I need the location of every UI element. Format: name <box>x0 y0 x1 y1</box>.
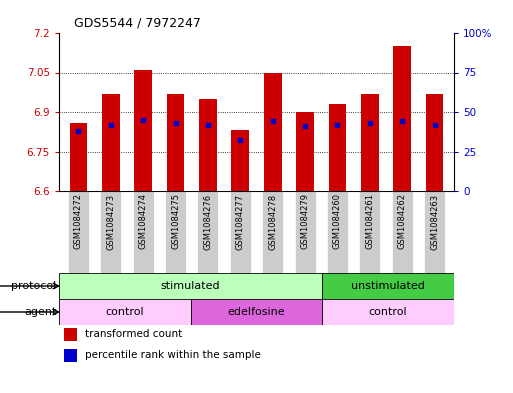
Bar <box>264 72 282 191</box>
Bar <box>102 94 120 191</box>
Text: stimulated: stimulated <box>161 281 221 291</box>
Bar <box>322 299 454 325</box>
Bar <box>70 123 87 191</box>
Bar <box>296 112 314 191</box>
Text: GSM1084260: GSM1084260 <box>333 193 342 250</box>
Bar <box>294 191 315 273</box>
Text: protocol: protocol <box>11 281 56 291</box>
Text: GDS5544 / 7972247: GDS5544 / 7972247 <box>74 16 201 29</box>
Bar <box>328 104 346 191</box>
Text: GSM1084275: GSM1084275 <box>171 193 180 250</box>
Bar <box>361 94 379 191</box>
Bar <box>230 191 251 273</box>
Text: GSM1084273: GSM1084273 <box>106 193 115 250</box>
Bar <box>59 299 191 325</box>
Text: unstimulated: unstimulated <box>351 281 425 291</box>
Bar <box>393 46 411 191</box>
Text: GSM1084261: GSM1084261 <box>365 193 374 250</box>
Text: GSM1084263: GSM1084263 <box>430 193 439 250</box>
Text: GSM1084272: GSM1084272 <box>74 193 83 250</box>
Text: percentile rank within the sample: percentile rank within the sample <box>85 350 261 360</box>
Bar <box>68 191 89 273</box>
Bar <box>133 191 154 273</box>
Bar <box>262 191 283 273</box>
Text: transformed count: transformed count <box>85 329 182 339</box>
Bar <box>64 349 77 362</box>
Text: GSM1084277: GSM1084277 <box>236 193 245 250</box>
Bar <box>64 328 77 341</box>
Text: GSM1084278: GSM1084278 <box>268 193 277 250</box>
Text: GSM1084262: GSM1084262 <box>398 193 407 250</box>
Bar <box>231 130 249 191</box>
Bar <box>327 191 348 273</box>
Bar <box>424 191 445 273</box>
Bar <box>59 273 322 299</box>
Bar <box>167 94 185 191</box>
Text: agent: agent <box>24 307 56 317</box>
Text: GSM1084274: GSM1084274 <box>139 193 148 250</box>
Bar <box>426 94 443 191</box>
Text: control: control <box>106 307 144 317</box>
Bar <box>134 70 152 191</box>
Bar <box>322 273 454 299</box>
Bar <box>100 191 121 273</box>
Text: edelfosine: edelfosine <box>228 307 285 317</box>
Bar <box>198 191 219 273</box>
Bar <box>392 191 413 273</box>
Bar <box>165 191 186 273</box>
Bar <box>191 299 322 325</box>
Text: GSM1084279: GSM1084279 <box>301 193 309 250</box>
Bar <box>199 99 217 191</box>
Bar <box>359 191 380 273</box>
Text: GSM1084276: GSM1084276 <box>204 193 212 250</box>
Text: control: control <box>369 307 407 317</box>
